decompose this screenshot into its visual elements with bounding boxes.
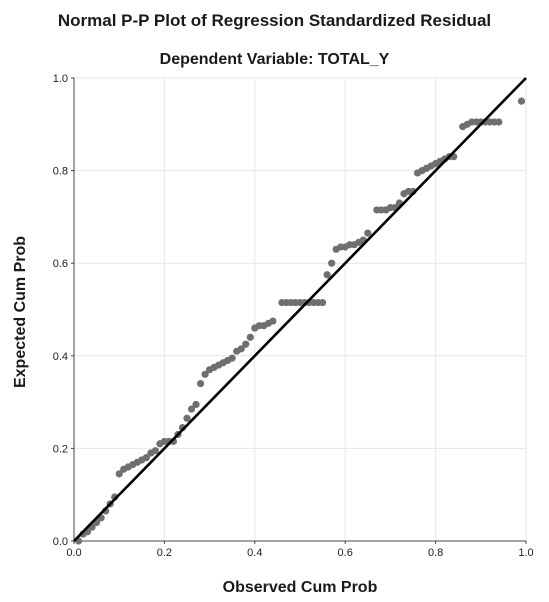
y-axis-label: Expected Cum Prob bbox=[12, 235, 29, 389]
chart-subtitle: Dependent Variable: TOTAL_Y bbox=[159, 51, 390, 68]
data-point bbox=[495, 118, 503, 126]
data-point bbox=[192, 400, 200, 409]
y-tick-label: 0.4 bbox=[53, 351, 68, 363]
y-tick-label: 0.6 bbox=[53, 258, 68, 270]
data-point bbox=[246, 333, 254, 341]
data-point bbox=[183, 414, 191, 422]
x-axis-label: Observed Cum Prob bbox=[222, 579, 378, 596]
x-tick-label: 0.8 bbox=[428, 547, 443, 559]
data-point bbox=[201, 370, 209, 378]
data-point bbox=[228, 354, 236, 362]
x-tick-label: 1.0 bbox=[518, 547, 533, 559]
y-tick-label: 0.0 bbox=[53, 536, 68, 548]
x-tick-label: 0.2 bbox=[157, 547, 172, 559]
data-point bbox=[319, 298, 327, 307]
data-point bbox=[115, 470, 123, 478]
y-tick-label: 1.0 bbox=[53, 73, 68, 85]
data-point bbox=[242, 340, 250, 348]
y-tick-label: 0.2 bbox=[53, 443, 68, 455]
data-point bbox=[323, 271, 331, 279]
data-point bbox=[269, 317, 277, 325]
x-tick-label: 0.4 bbox=[247, 547, 262, 559]
reference-line bbox=[73, 77, 527, 542]
data-point bbox=[517, 97, 526, 105]
data-point bbox=[364, 229, 372, 237]
chart-title: Normal P-P Plot of Regression Standardiz… bbox=[57, 11, 492, 30]
data-point bbox=[196, 379, 205, 388]
y-tick-label: 0.8 bbox=[53, 166, 68, 178]
data-point bbox=[237, 345, 245, 353]
data-point bbox=[328, 259, 336, 267]
x-tick-label: 0.6 bbox=[338, 547, 353, 559]
data-point bbox=[151, 447, 159, 455]
x-tick-label: 0.0 bbox=[66, 547, 81, 559]
data-point bbox=[187, 405, 196, 413]
data-point bbox=[142, 454, 150, 462]
